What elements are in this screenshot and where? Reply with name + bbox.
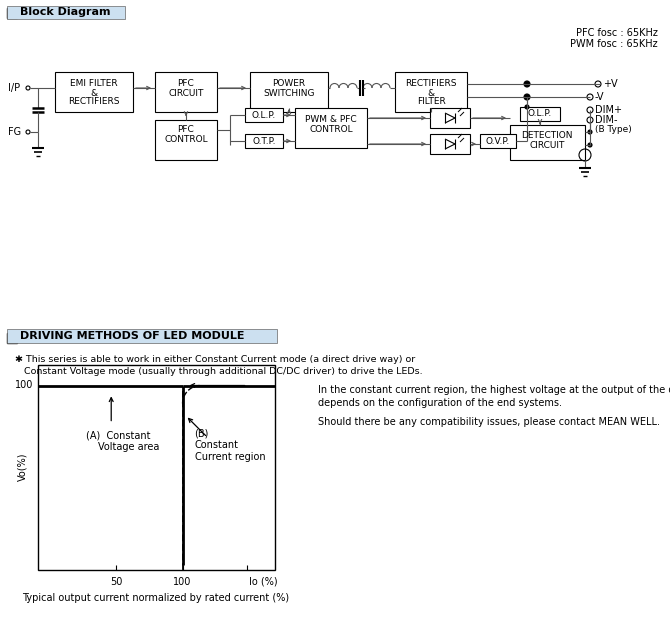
Bar (38, 365, 275, 570)
Bar (250, 72, 328, 112)
Text: 50: 50 (110, 577, 123, 587)
Text: CONTROL: CONTROL (309, 126, 353, 135)
Circle shape (524, 81, 530, 87)
Bar (480, 134, 516, 148)
Text: 100: 100 (174, 577, 192, 587)
Text: CONTROL: CONTROL (164, 135, 208, 144)
Text: O.V.P.: O.V.P. (486, 137, 510, 146)
Text: DRIVING METHODS OF LED MODULE: DRIVING METHODS OF LED MODULE (20, 331, 245, 341)
Text: In the constant current region, the highest voltage at the output of the driver: In the constant current region, the high… (318, 385, 670, 395)
Text: (B): (B) (194, 428, 209, 438)
Text: Current region: Current region (194, 453, 265, 463)
Text: PWM & PFC: PWM & PFC (306, 115, 357, 124)
Text: Voltage area: Voltage area (98, 442, 159, 453)
Bar (295, 108, 367, 148)
Text: PWM fosc : 65KHz: PWM fosc : 65KHz (570, 39, 658, 49)
Text: O.L.P.: O.L.P. (528, 110, 552, 119)
Text: O.T.P.: O.T.P. (252, 137, 276, 146)
Bar (7, 333, 17, 343)
Text: (A)  Constant: (A) Constant (86, 431, 151, 440)
Text: Constant: Constant (194, 440, 239, 451)
Text: depends on the configuration of the end systems.: depends on the configuration of the end … (318, 398, 562, 408)
Text: (B Type): (B Type) (595, 126, 632, 135)
Bar (245, 134, 283, 148)
Text: Io (%): Io (%) (249, 577, 277, 587)
Circle shape (524, 94, 530, 100)
Text: ✱ This series is able to work in either Constant Current mode (a direct drive wa: ✱ This series is able to work in either … (15, 356, 415, 365)
Bar (430, 134, 470, 154)
Bar (7, 329, 277, 343)
Text: EMI FILTER: EMI FILTER (70, 79, 118, 88)
Circle shape (588, 143, 592, 147)
Text: PFC: PFC (178, 79, 194, 88)
Text: 100: 100 (15, 381, 33, 390)
Text: PFC fosc : 65KHz: PFC fosc : 65KHz (576, 28, 658, 38)
Text: FG: FG (8, 127, 21, 137)
Text: RECTIFIERS: RECTIFIERS (68, 97, 120, 106)
Text: &: & (427, 88, 435, 97)
Circle shape (588, 130, 592, 134)
Text: Typical output current normalized by rated current (%): Typical output current normalized by rat… (22, 593, 289, 603)
Text: DIM-: DIM- (595, 115, 618, 125)
Bar (245, 108, 283, 122)
Text: -V: -V (595, 92, 604, 102)
Text: PFC: PFC (178, 126, 194, 135)
Text: O.L.P.: O.L.P. (252, 110, 276, 119)
Text: Vo(%): Vo(%) (17, 453, 27, 481)
Bar (430, 108, 470, 128)
Text: Should there be any compatibility issues, please contact MEAN WELL.: Should there be any compatibility issues… (318, 417, 660, 427)
Bar (395, 72, 467, 112)
Text: FILTER: FILTER (417, 97, 446, 106)
Text: CIRCUIT: CIRCUIT (168, 88, 204, 97)
Text: POWER: POWER (273, 79, 306, 88)
Text: Constant Voltage mode (usually through additional DC/DC driver) to drive the LED: Constant Voltage mode (usually through a… (24, 367, 423, 376)
Text: Block Diagram: Block Diagram (20, 7, 111, 17)
Text: &: & (90, 88, 98, 97)
Bar (510, 125, 585, 160)
Text: I/P: I/P (8, 83, 20, 93)
Bar (155, 72, 217, 112)
Text: +V: +V (603, 79, 618, 89)
Bar (7, 6, 125, 19)
Bar (155, 120, 217, 160)
Bar (520, 107, 560, 121)
Text: SWITCHING: SWITCHING (263, 88, 315, 97)
Text: CIRCUIT: CIRCUIT (529, 140, 565, 149)
Text: DETECTION: DETECTION (521, 131, 573, 140)
Text: RECTIFIERS: RECTIFIERS (405, 79, 457, 88)
Bar (55, 72, 133, 112)
Circle shape (525, 105, 529, 109)
Bar (7, 8, 17, 18)
Text: DIM+: DIM+ (595, 105, 622, 115)
